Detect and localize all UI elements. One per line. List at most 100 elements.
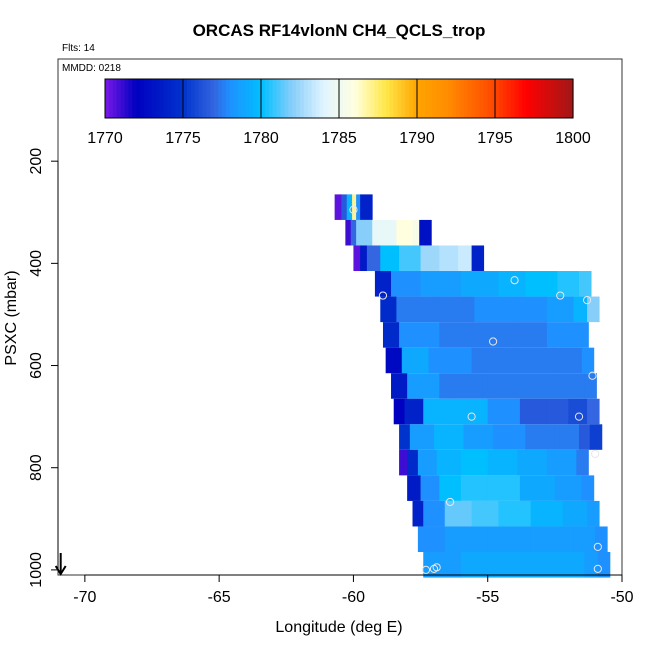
heatmap-cell: [346, 194, 353, 220]
x-tick-label: -70: [73, 589, 96, 606]
colorbar-swatch: [292, 79, 297, 118]
y-tick-label: 800: [28, 454, 45, 481]
colorbar-swatch: [514, 79, 519, 118]
colorbar-tick-label: 1800: [555, 130, 591, 147]
colorbar-swatch: [456, 79, 461, 118]
colorbar-swatch: [389, 79, 395, 118]
heatmap-cell: [576, 322, 589, 348]
colorbar-swatch: [257, 79, 262, 118]
colorbar-swatch: [385, 79, 391, 118]
heatmap-cell: [439, 475, 462, 501]
heatmap-cell: [460, 449, 489, 476]
down-arrow-head-icon: [54, 565, 67, 576]
colorbar-swatch: [327, 79, 332, 118]
heatmap-cell: [417, 449, 438, 476]
colorbar-tick-label: 1795: [477, 130, 513, 147]
colorbar-swatch: [159, 79, 165, 118]
colorbar-swatch: [268, 79, 274, 118]
colorbar-swatch: [147, 79, 153, 118]
heatmap-cell: [474, 296, 510, 323]
colorbar-swatch: [549, 79, 555, 118]
colorbar-swatch: [167, 79, 172, 118]
chart-title: ORCAS RF14vlonN CH4_QCLS_trop: [193, 21, 486, 40]
colorbar-tick-label: 1775: [165, 130, 201, 147]
colorbar-swatch: [105, 79, 110, 118]
heatmap-cell: [498, 500, 532, 527]
colorbar-swatch: [475, 79, 480, 118]
colorbar-tick-label: 1770: [87, 130, 123, 147]
data-marker: [488, 337, 498, 346]
colorbar-swatch: [436, 79, 441, 118]
data-marker: [593, 542, 602, 552]
heatmap-cell: [423, 552, 462, 578]
heatmap-cell: [584, 373, 597, 399]
heatmap-cell: [420, 245, 440, 272]
colorbar-swatch: [202, 79, 207, 118]
heatmap-cell: [439, 322, 481, 348]
heatmap-cell: [360, 194, 373, 220]
heatmap-cell: [498, 271, 526, 297]
colorbar-swatch: [339, 79, 344, 118]
colorbar-swatch: [116, 79, 122, 118]
heatmap-cell: [463, 424, 494, 450]
heatmap-cell: [360, 245, 368, 272]
colorbar-swatch: [526, 79, 531, 118]
heatmap-cell: [471, 347, 515, 374]
data-marker: [349, 205, 358, 214]
colorbar-swatch: [413, 79, 418, 118]
heatmap-cell: [487, 449, 518, 476]
colorbar-swatch: [163, 79, 168, 118]
colorbar-swatch: [253, 79, 258, 118]
heatmap-cell: [557, 373, 585, 399]
heatmap-cell: [419, 219, 432, 246]
colorbar-swatch: [214, 79, 219, 118]
colorbar-swatch: [331, 79, 336, 118]
colorbar-swatch: [249, 79, 254, 118]
colorbar-swatch: [463, 79, 469, 118]
colorbar-swatch: [307, 79, 313, 118]
colorbar-swatch: [459, 79, 465, 118]
colorbar-swatch: [366, 79, 371, 118]
heatmap-cell: [519, 398, 548, 425]
heatmap-cell: [374, 271, 392, 297]
heatmap-cell: [557, 271, 580, 297]
colorbar-swatch: [362, 79, 367, 118]
heatmap-cell: [546, 398, 569, 425]
colorbar-tick-label: 1785: [321, 130, 357, 147]
heatmap-cell: [366, 245, 381, 272]
heatmap-cell: [460, 475, 489, 501]
colorbar-swatch: [381, 79, 387, 118]
colorbar-swatch: [112, 79, 118, 118]
heatmap-cell: [458, 245, 472, 272]
heatmap-cell: [514, 322, 548, 348]
colorbar-swatch: [198, 79, 204, 118]
colorbar-swatch: [151, 79, 157, 118]
heatmap-cell: [439, 245, 459, 272]
y-axis-label: PSXC (mbar): [3, 270, 20, 365]
colorbar-swatch: [479, 79, 484, 118]
heatmap-cell: [503, 552, 548, 578]
heatmap-cell: [434, 296, 475, 323]
heatmap-cell: [399, 322, 440, 348]
colorbar-swatch: [342, 79, 348, 118]
data-marker: [378, 291, 388, 300]
colorbar-swatch: [241, 79, 246, 118]
colorbar-swatch: [378, 79, 383, 118]
colorbar-swatch: [424, 79, 430, 118]
heatmap-cell: [380, 296, 397, 323]
colorbar-swatch: [296, 79, 301, 118]
heatmap-cell: [380, 245, 400, 272]
colorbar-swatch: [120, 79, 126, 118]
colorbar-swatch: [175, 79, 180, 118]
heatmap-cell: [595, 526, 608, 553]
data-markers: [349, 205, 602, 574]
heatmap-cell: [417, 526, 446, 553]
colorbar-swatch: [565, 79, 570, 118]
heatmap-cell: [436, 449, 462, 476]
heatmap-cell: [587, 398, 600, 425]
heatmap-cell: [412, 219, 420, 246]
colorbar-swatch: [272, 79, 278, 118]
colorbar-swatch: [245, 79, 250, 118]
heatmap-cell: [423, 500, 446, 527]
colorbar-swatch: [569, 79, 574, 118]
